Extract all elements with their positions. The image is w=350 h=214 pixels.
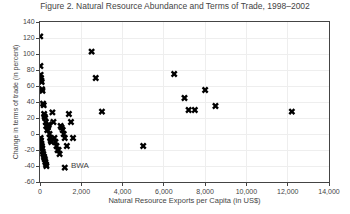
svg-text:20: 20 (27, 114, 35, 121)
svg-text:0: 0 (38, 188, 42, 195)
svg-text:80: 80 (27, 66, 35, 73)
svg-text:40: 40 (27, 98, 35, 105)
svg-text:BWA: BWA (71, 161, 90, 170)
svg-text:4,000: 4,000 (114, 188, 132, 195)
svg-text:2,000: 2,000 (73, 188, 91, 195)
svg-text:-40: -40 (24, 162, 34, 169)
svg-text:Natural Resource Exports per C: Natural Resource Exports per Capita (in … (108, 196, 261, 205)
svg-text:100: 100 (23, 50, 35, 57)
svg-text:10,000: 10,000 (236, 188, 258, 195)
svg-text:6,000: 6,000 (155, 188, 173, 195)
svg-text:140: 140 (23, 18, 35, 25)
svg-text:-60: -60 (24, 178, 34, 185)
svg-text:-20: -20 (24, 146, 34, 153)
svg-text:8,000: 8,000 (196, 188, 214, 195)
svg-text:14,000: 14,000 (318, 188, 340, 195)
svg-text:120: 120 (23, 34, 35, 41)
svg-text:12,000: 12,000 (277, 188, 299, 195)
svg-text:Change in terms of trade (in p: Change in terms of trade (in percent) (12, 45, 20, 159)
svg-text:Figure 2. Natural Resource Abu: Figure 2. Natural Resource Abundance and… (40, 1, 310, 11)
svg-text:60: 60 (27, 82, 35, 89)
svg-text:0: 0 (31, 130, 35, 137)
